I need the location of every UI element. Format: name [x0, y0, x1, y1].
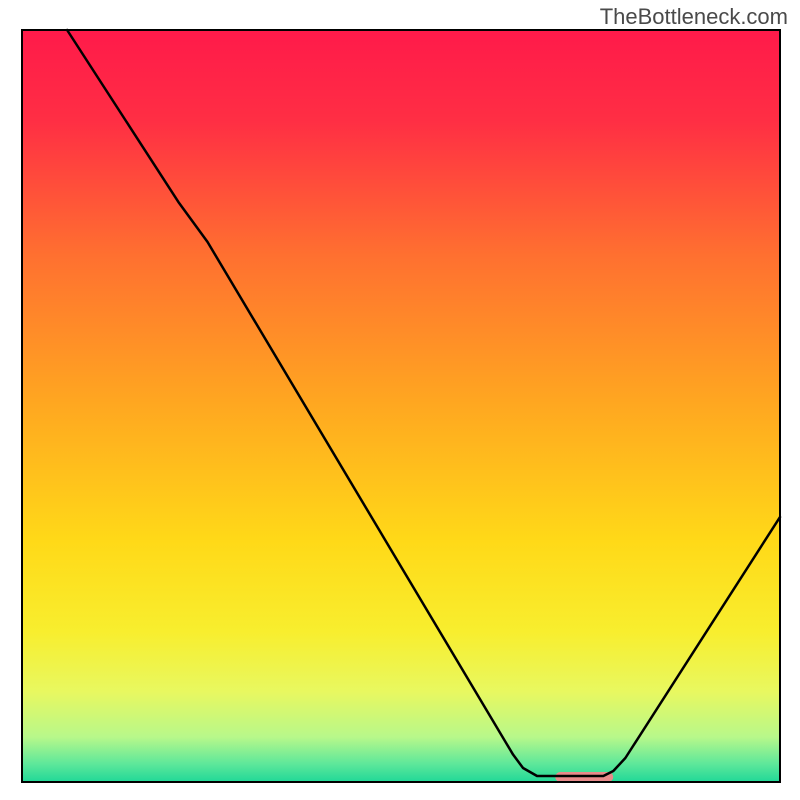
bottleneck-chart [0, 0, 800, 800]
watermark-text: TheBottleneck.com [600, 4, 788, 30]
plot-background [22, 30, 780, 782]
chart-svg [0, 0, 800, 800]
